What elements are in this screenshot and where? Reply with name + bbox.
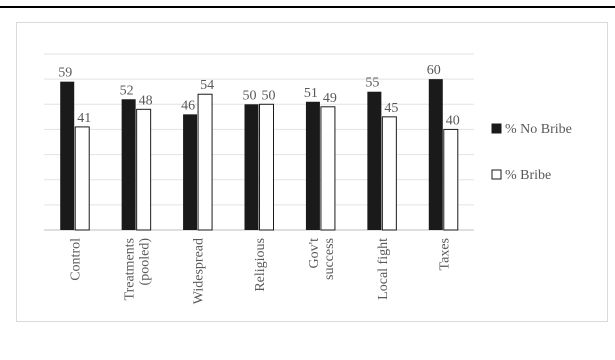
legend-label-bribe: % Bribe xyxy=(505,168,551,183)
bar-bribe-control xyxy=(74,126,90,231)
data-labels: 59 41 52 48 46 54 50 50 51 49 55 45 60 40 xyxy=(58,63,460,128)
bar-bribe-local-fight xyxy=(381,116,397,231)
bar-no-bribe-local-fight xyxy=(367,91,382,230)
x-tick-label-taxes: Taxes xyxy=(437,238,452,270)
data-label-no-bribe-taxes: 60 xyxy=(427,63,441,78)
x-tick-label-line: Religious xyxy=(253,238,268,292)
legend: % No Bribe % Bribe xyxy=(491,122,572,183)
data-label-bribe-religious: 50 xyxy=(262,88,276,103)
bar-no-bribe-gov-t-success xyxy=(305,101,320,231)
x-tick-label-local-fight: Local fight xyxy=(376,238,391,300)
chart-frame xyxy=(16,22,608,322)
x-tick-label-line: Widespread xyxy=(192,238,207,304)
x-axis: Control Treatments(pooled) Widespread Relig… xyxy=(69,238,453,305)
x-tick-label-line: Local fight xyxy=(376,238,391,300)
bar-no-bribe-control xyxy=(60,81,75,231)
x-tick-label-line: Gov't xyxy=(307,238,322,269)
data-label-no-bribe-treatments-pooled: 52 xyxy=(120,83,134,98)
x-tick-label-line: Control xyxy=(69,238,84,281)
data-label-no-bribe-local-fight: 55 xyxy=(365,76,379,91)
data-label-no-bribe-religious: 50 xyxy=(243,88,257,103)
bars xyxy=(60,79,459,231)
data-label-bribe-taxes: 40 xyxy=(446,113,460,128)
bar-bribe-religious xyxy=(259,103,274,231)
bar-bribe-treatments-pooled xyxy=(136,108,152,231)
legend-swatch-no-bribe xyxy=(491,123,502,134)
bar-no-bribe-religious xyxy=(244,104,259,230)
data-label-no-bribe-gov-t-success: 51 xyxy=(304,86,318,101)
bar-bribe-taxes xyxy=(443,128,459,231)
legend-swatch-bribe xyxy=(491,169,502,180)
x-tick-label-treatments-pooled: Treatments(pooled) xyxy=(123,238,153,301)
top-rule xyxy=(0,6,615,8)
x-tick-label-line: (pooled) xyxy=(138,238,153,286)
data-label-bribe-local-fight: 45 xyxy=(384,101,398,116)
data-label-bribe-control: 41 xyxy=(77,111,91,126)
x-tick-label-line: Taxes xyxy=(437,238,452,270)
data-label-bribe-gov-t-success: 49 xyxy=(323,91,337,106)
bar-no-bribe-treatments-pooled xyxy=(121,99,136,230)
bar-no-bribe-widespread xyxy=(183,114,198,230)
x-tick-label-line: Treatments xyxy=(123,238,138,300)
x-tick-label-line: success xyxy=(322,238,337,280)
bar-bribe-widespread xyxy=(197,93,213,231)
data-label-no-bribe-control: 59 xyxy=(58,66,72,81)
data-label-bribe-treatments-pooled: 48 xyxy=(139,93,153,108)
x-tick-label-gov-t-success: Gov'tsuccess xyxy=(307,238,337,280)
bar-bribe-gov-t-success xyxy=(320,106,336,231)
data-label-no-bribe-widespread: 46 xyxy=(181,98,195,113)
x-tick-label-widespread: Widespread xyxy=(192,238,207,304)
legend-label-no-bribe: % No Bribe xyxy=(505,122,572,137)
data-label-bribe-widespread: 54 xyxy=(200,78,214,93)
bar-no-bribe-taxes xyxy=(428,79,443,231)
x-tick-label-control: Control xyxy=(69,238,84,281)
x-tick-label-religious: Religious xyxy=(253,238,268,292)
